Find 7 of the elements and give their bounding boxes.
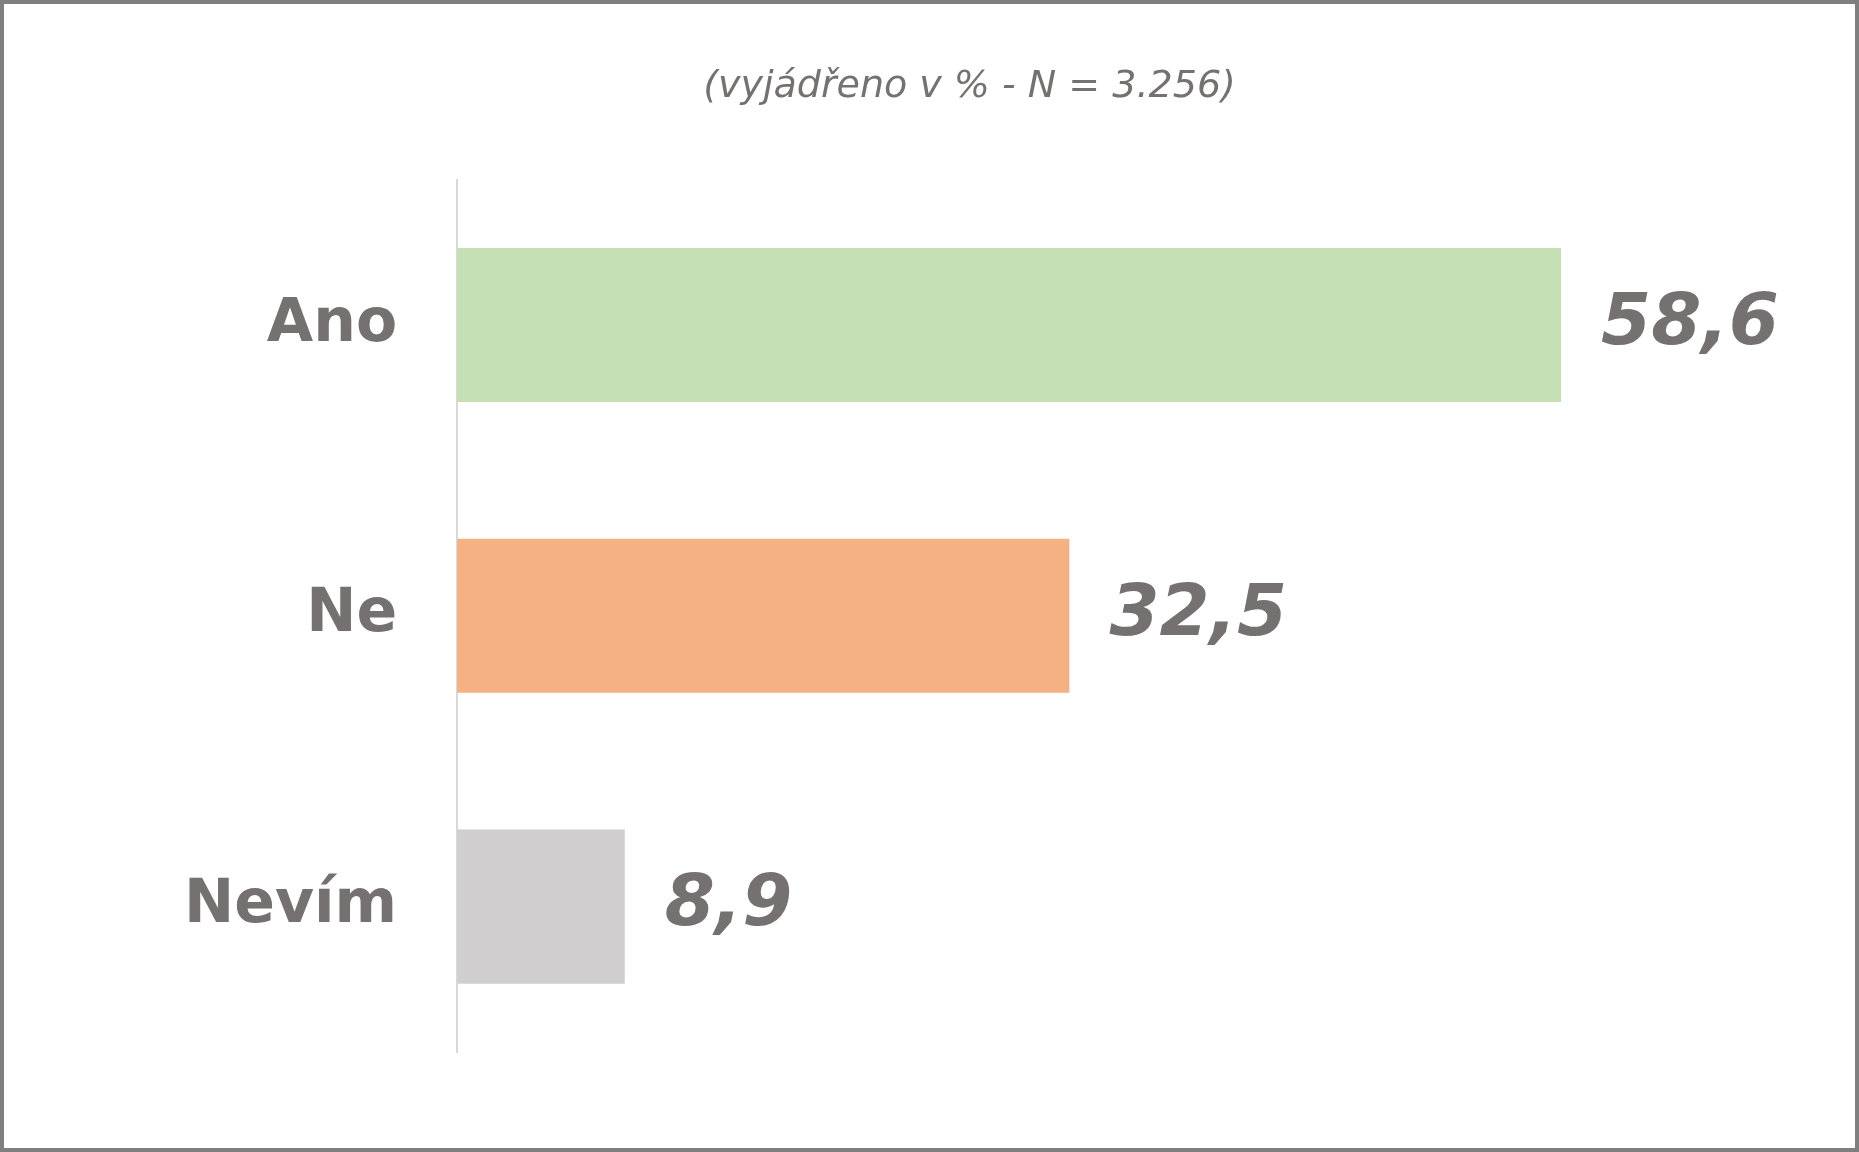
data-label: 58,6 — [1601, 276, 1779, 361]
y-tick-label: Ne — [306, 575, 398, 646]
data-label: 32,5 — [1109, 567, 1288, 652]
chart-title: (vyjádřeno v % - N = 3.256) — [703, 61, 1236, 106]
data-label: 8,9 — [664, 858, 793, 943]
y-tick-label: Nevím — [184, 866, 398, 937]
y-tick-label: Ano — [266, 284, 398, 355]
